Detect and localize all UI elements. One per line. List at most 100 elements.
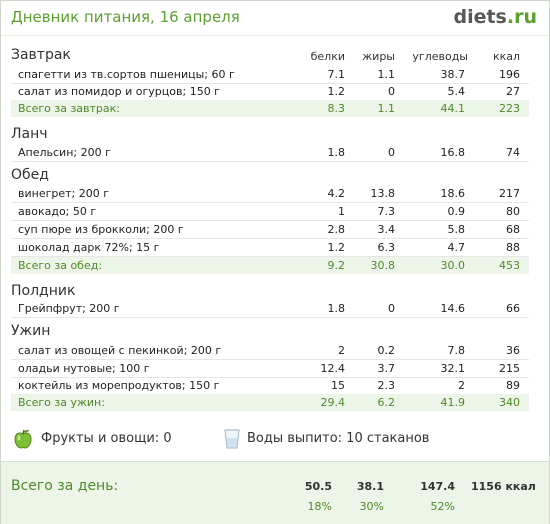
fat-total: 30.8: [370, 259, 396, 272]
fat-value: 3.7: [377, 362, 396, 375]
food-row[interactable]: спагетти из тв.сортов пшеницы; 60 г 7.1 …: [11, 66, 529, 84]
food-row[interactable]: коктейль из морепродуктов; 150 г 15 2.3 …: [11, 377, 529, 395]
carbs-value: 5.8: [447, 223, 466, 236]
carbs-value: 0.9: [447, 205, 466, 218]
meal-title-lunch: Ланч: [11, 126, 48, 142]
protein-value: 15: [331, 379, 345, 392]
carbs-value: 5.4: [447, 85, 466, 98]
fat-value: 0.2: [377, 344, 396, 357]
meal-title-breakfast: Завтрак: [11, 47, 71, 63]
day-fat-percent: 30%: [359, 500, 384, 513]
fat-value: 3.4: [377, 223, 396, 236]
meal-total-row: Всего за обед: 9.2 30.8 30.0 453: [11, 257, 529, 274]
kcal-value: 80: [506, 205, 520, 218]
food-name: салат из помидор и огурцов; 150 г: [18, 85, 220, 98]
carbs-total: 44.1: [440, 102, 466, 115]
kcal-total: 453: [499, 259, 520, 272]
column-header-kcal: ккал: [492, 50, 520, 63]
food-row[interactable]: салат из помидор и огурцов; 150 г 1.2 0 …: [11, 83, 529, 101]
carbs-value: 7.8: [447, 344, 466, 357]
food-name: Апельсин; 200 г: [18, 146, 111, 159]
day-total-panel: Всего за день: 50.5 38.1 147.4 1156 ккал…: [1, 461, 549, 524]
fat-total: 6.2: [377, 396, 396, 409]
carbs-value: 14.6: [440, 302, 466, 315]
fat-value: 0: [388, 146, 395, 159]
day-fat: 38.1: [356, 480, 384, 493]
food-name: авокадо; 50 г: [18, 205, 97, 218]
logo-text: diets: [453, 6, 507, 28]
carbs-value: 18.6: [440, 187, 466, 200]
protein-value: 1.8: [327, 302, 346, 315]
meal-title-snack: Полдник: [11, 283, 76, 299]
carbs-total: 41.9: [440, 396, 466, 409]
day-protein: 50.5: [304, 480, 332, 493]
carbs-value: 32.1: [440, 362, 466, 375]
kcal-total: 223: [499, 102, 520, 115]
food-row[interactable]: шоколад дарк 72%; 15 г 1.2 6.3 4.7 88: [11, 239, 529, 257]
food-row[interactable]: винегрет; 200 г 4.2 13.8 18.6 217: [11, 185, 529, 203]
protein-value: 1.2: [327, 241, 346, 254]
column-header-fat: жиры: [362, 50, 395, 63]
column-header-carbs: углеводы: [412, 50, 468, 63]
food-row[interactable]: авокадо; 50 г 1 7.3 0.9 80: [11, 203, 529, 221]
water-counter: Воды выпито: 10 стаканов: [247, 431, 430, 446]
header-divider: [1, 35, 549, 36]
food-row[interactable]: суп пюре из брокколи; 200 г 2.8 3.4 5.8 …: [11, 221, 529, 239]
water-glass-icon: [224, 429, 240, 449]
protein-value: 1.8: [327, 146, 346, 159]
kcal-value: 74: [506, 146, 520, 159]
kcal-value: 66: [506, 302, 520, 315]
food-row[interactable]: Грейпфрут; 200 г 1.8 0 14.6 66: [11, 300, 529, 318]
food-name: коктейль из морепродуктов; 150 г: [18, 379, 220, 392]
meal-title-dinner: Обед: [11, 167, 49, 183]
meal-total-row: Всего за ужин: 29.4 6.2 41.9 340: [11, 394, 529, 411]
food-name: Грейпфрут; 200 г: [18, 302, 120, 315]
meal-title-supper: Ужин: [11, 323, 51, 339]
protein-total: 29.4: [320, 396, 346, 409]
meal-total-label: Всего за обед:: [18, 259, 103, 272]
fruits-counter: Фрукты и овощи: 0: [41, 431, 172, 446]
day-protein-percent: 18%: [307, 500, 332, 513]
day-total-label: Всего за день:: [11, 478, 119, 494]
protein-value: 7.1: [327, 68, 346, 81]
kcal-total: 340: [499, 396, 520, 409]
header: Дневник питания, 16 апреля diets.ru: [1, 1, 549, 35]
carbs-value: 16.8: [440, 146, 466, 159]
protein-value: 4.2: [327, 187, 346, 200]
kcal-value: 215: [499, 362, 520, 375]
food-name: оладьи нутовые; 100 г: [18, 362, 150, 375]
carbs-total: 30.0: [440, 259, 466, 272]
meal-total-label: Всего за ужин:: [18, 396, 105, 409]
day-carbs-percent: 52%: [430, 500, 455, 513]
food-row[interactable]: салат из овощей с пекинкой; 200 г 2 0.2 …: [11, 342, 529, 360]
food-name: винегрет; 200 г: [18, 187, 110, 200]
food-name: салат из овощей с пекинкой; 200 г: [18, 344, 222, 357]
protein-value: 1.2: [327, 85, 346, 98]
logo-tld: .ru: [506, 6, 537, 28]
meal-total-row: Всего за завтрак: 8.3 1.1 44.1 223: [11, 100, 529, 117]
kcal-value: 196: [499, 68, 520, 81]
carbs-value: 4.7: [447, 241, 466, 254]
day-carbs: 147.4: [420, 480, 455, 493]
fat-value: 6.3: [377, 241, 396, 254]
kcal-value: 68: [506, 223, 520, 236]
day-kcal: 1156 ккал: [471, 480, 536, 493]
carbs-value: 2: [458, 379, 465, 392]
fat-value: 0: [388, 302, 395, 315]
kcal-value: 88: [506, 241, 520, 254]
food-row[interactable]: оладьи нутовые; 100 г 12.4 3.7 32.1 215: [11, 360, 529, 378]
kcal-value: 36: [506, 344, 520, 357]
carbs-value: 38.7: [440, 68, 466, 81]
protein-total: 9.2: [327, 259, 346, 272]
column-header-protein: белки: [310, 50, 345, 63]
food-row[interactable]: Апельсин; 200 г 1.8 0 16.8 74: [11, 144, 529, 162]
fat-value: 1.1: [377, 68, 396, 81]
protein-value: 1: [338, 205, 345, 218]
fat-value: 13.8: [370, 187, 396, 200]
food-name: суп пюре из брокколи; 200 г: [18, 223, 184, 236]
protein-value: 2: [338, 344, 345, 357]
meal-total-label: Всего за завтрак:: [18, 102, 121, 115]
site-logo[interactable]: diets.ru: [453, 6, 537, 28]
page-title: Дневник питания, 16 апреля: [11, 8, 240, 26]
food-name: спагетти из тв.сортов пшеницы; 60 г: [18, 68, 235, 81]
